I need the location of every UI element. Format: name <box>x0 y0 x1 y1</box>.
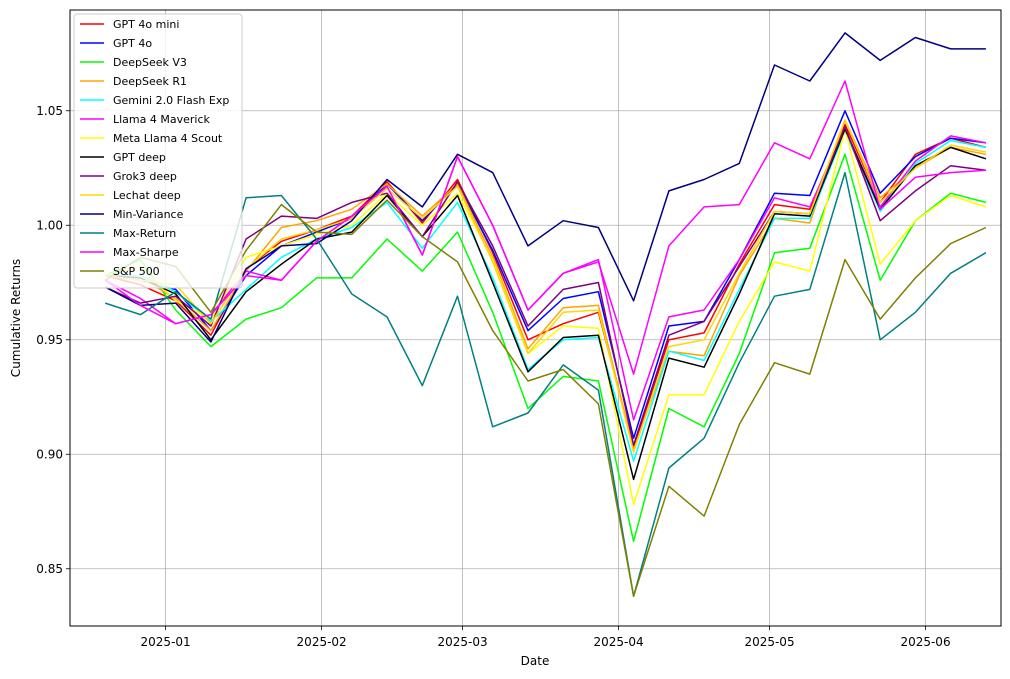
legend-label: Llama 4 Maverick <box>113 113 211 126</box>
x-axis-ticks: 2025-01 2025-02 2025-03 2025-04 2025-05 2025-… <box>141 626 951 649</box>
series-line-6 <box>105 128 987 506</box>
y-tick-label: 0.85 <box>36 562 63 576</box>
series-line-9 <box>105 119 987 453</box>
x-tick-label: 2025-02 <box>297 635 347 649</box>
series-line-8 <box>104 126 986 446</box>
legend-label: DeepSeek R1 <box>113 75 187 88</box>
series-line-7 <box>105 128 987 481</box>
series-line-2 <box>104 153 987 543</box>
legend-label: GPT 4o mini <box>113 18 179 31</box>
x-tick-label: 2025-06 <box>900 635 950 649</box>
legend-label: Lechat deep <box>113 189 181 202</box>
y-tick-label: 1.05 <box>36 104 63 118</box>
x-axis-label: Date <box>521 654 550 668</box>
legend-label: GPT 4o <box>113 37 152 50</box>
y-tick-label: 1.00 <box>36 218 63 232</box>
legend-label: Grok3 deep <box>113 170 177 183</box>
legend-label: Max-Sharpe <box>113 246 179 259</box>
grid <box>70 10 1001 626</box>
series-line-11 <box>104 171 987 597</box>
legend-label: Min-Variance <box>113 208 184 221</box>
series-line-12 <box>104 80 986 375</box>
legend-label: DeepSeek V3 <box>113 56 187 69</box>
legend-label: GPT deep <box>113 151 166 164</box>
y-tick-label: 0.95 <box>36 333 63 347</box>
series-line-1 <box>105 110 986 439</box>
legend-label: S&P 500 <box>113 265 160 278</box>
x-tick-label: 2025-05 <box>744 635 794 649</box>
series-line-13 <box>104 199 987 597</box>
legend-label: Max-Return <box>113 227 176 240</box>
y-axis-ticks: 0.85 0.90 0.95 1.00 1.05 <box>36 104 70 576</box>
y-tick-label: 0.90 <box>36 447 63 461</box>
series-line-10 <box>104 32 986 343</box>
legend: GPT 4o mini GPT 4o DeepSeek V3 DeepSeek R1 G… <box>73 13 243 289</box>
x-tick-label: 2025-03 <box>437 635 487 649</box>
x-tick-label: 2025-04 <box>593 635 643 649</box>
x-tick-label: 2025-01 <box>141 635 191 649</box>
legend-box <box>73 13 243 289</box>
y-axis-label: Cumulative Returns <box>9 259 23 377</box>
legend-label: Meta Llama 4 Scout <box>113 132 223 145</box>
series-lines <box>104 32 987 597</box>
plot-frame <box>69 9 1002 627</box>
legend-label: Gemini 2.0 Flash Exp <box>113 94 229 107</box>
